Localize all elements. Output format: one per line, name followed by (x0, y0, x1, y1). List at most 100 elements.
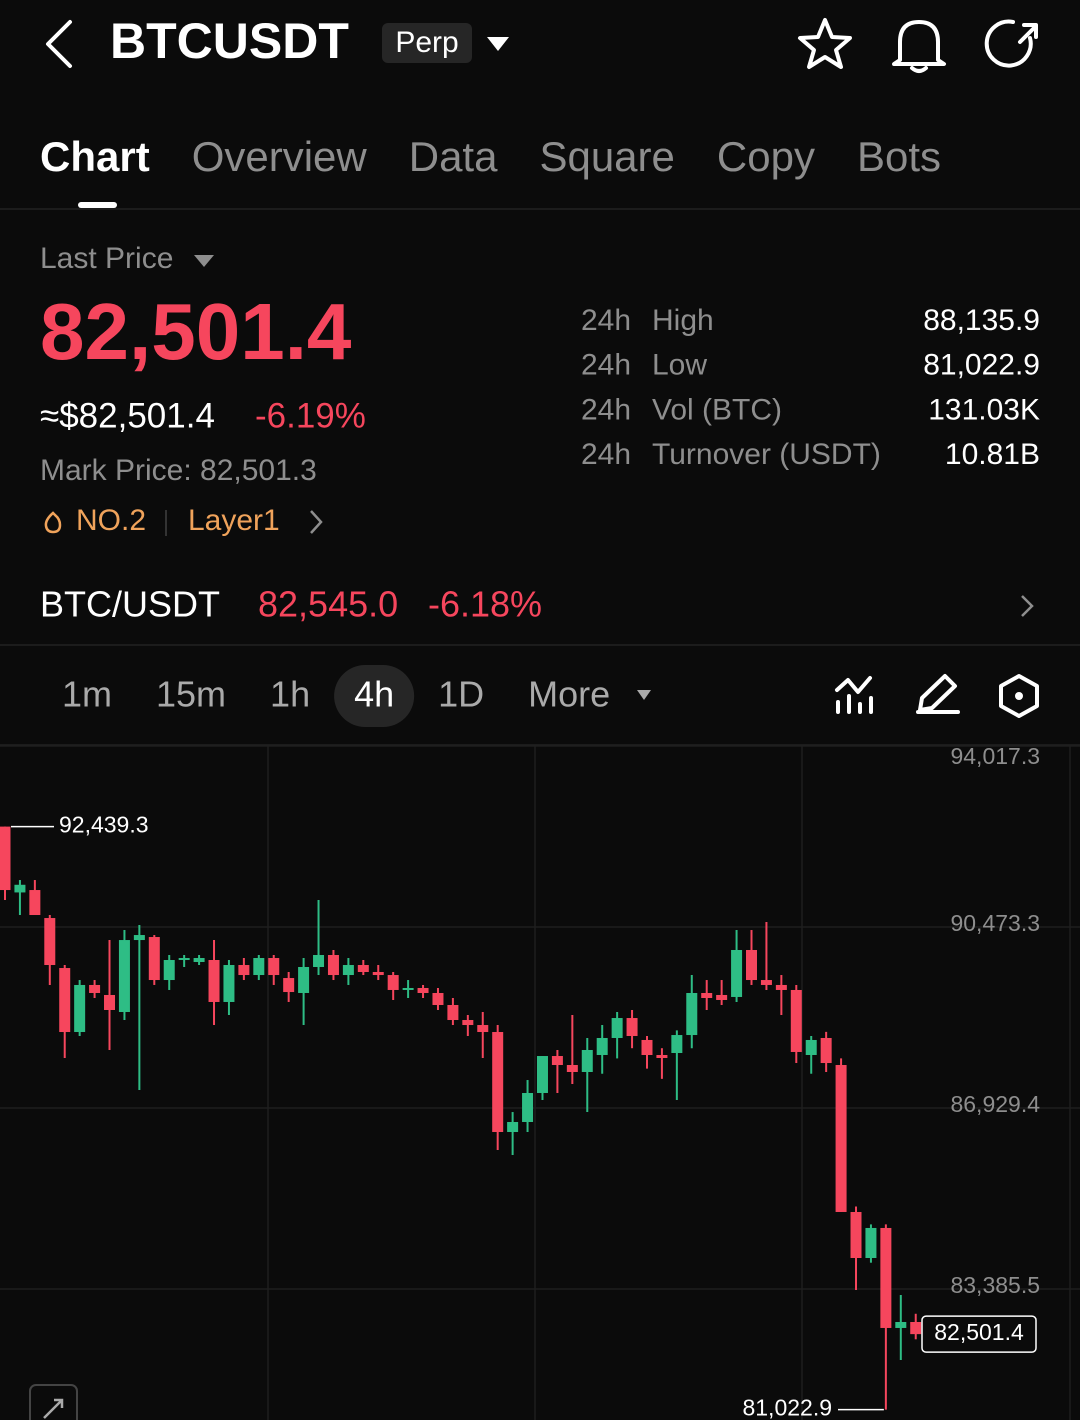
candle-body (551, 1056, 563, 1066)
candle-body (253, 958, 265, 976)
candle-body (731, 949, 743, 997)
candle-body (342, 965, 354, 976)
tag[interactable]: Layer1 (188, 504, 280, 537)
candle-body (327, 954, 339, 976)
candle-body (313, 954, 325, 967)
stat-value: 88,135.9 (923, 304, 1040, 337)
more-dropdown[interactable] (637, 690, 651, 700)
tabs: Chart Overview Data Square Copy Bots (40, 133, 941, 180)
interval-label[interactable]: 15m (156, 674, 226, 715)
spot-chevron[interactable] (1021, 595, 1034, 617)
rank[interactable]: NO.2 (76, 504, 146, 537)
candle-body (208, 960, 220, 1002)
interval[interactable]: 1m (62, 674, 112, 715)
candle-body (238, 965, 250, 976)
candle-body (850, 1211, 862, 1259)
last-price-label[interactable]: Last Price (40, 242, 173, 275)
y-tick-label: 90,473.3 (950, 910, 1040, 936)
candle-body (536, 1056, 548, 1093)
draw-icon[interactable] (916, 674, 960, 714)
spot-price: 82,545.0 (258, 584, 398, 625)
candle-body (118, 940, 130, 1012)
stats: 24h High 88,135.9 24h Low 81,022.9 24h Vol (BTC… (581, 304, 1040, 471)
favorite-icon[interactable] (798, 18, 852, 69)
stat-label: Turnover (USDT) (652, 438, 881, 471)
rank-icon (44, 511, 62, 534)
candle-body (223, 965, 235, 1002)
stat-period: 24h (581, 438, 631, 471)
tab[interactable]: Overview (192, 133, 368, 180)
candle-body (477, 1025, 489, 1033)
spot-pair[interactable]: BTC/USDT (40, 584, 220, 625)
candle-body (447, 1004, 459, 1021)
interval-label[interactable]: 1m (62, 674, 112, 715)
last-price-dropdown[interactable] (194, 255, 214, 267)
y-tick-label: 94,017.3 (950, 743, 1040, 769)
fullscreen-button[interactable] (29, 1384, 78, 1420)
candle-body (805, 1039, 817, 1055)
badge[interactable]: Perp (395, 26, 458, 59)
candle-body (641, 1039, 653, 1055)
settings-dot (1015, 692, 1023, 700)
interval[interactable]: More (528, 674, 610, 715)
candle-body (14, 884, 26, 893)
interval-label[interactable]: 1h (270, 674, 310, 715)
interval-label[interactable]: 4h (354, 674, 394, 715)
intervals: 1m 15m 1h 4h 1D More (62, 665, 610, 727)
stat-period: 24h (581, 304, 631, 337)
candle-body (178, 958, 190, 961)
candle-body (432, 992, 444, 1005)
y-tick-label: 86,929.4 (950, 1091, 1040, 1117)
candle-body (283, 978, 295, 993)
high-marker-label: 92,439.3 (59, 812, 149, 838)
y-tick-label: 83,385.5 (950, 1272, 1040, 1298)
interval[interactable]: 1h (270, 674, 310, 715)
interval[interactable]: 1D (438, 674, 484, 715)
interval[interactable]: 15m (156, 674, 226, 715)
back-button[interactable] (46, 20, 72, 68)
indicator-icon[interactable] (835, 676, 873, 714)
candle-body (193, 958, 205, 962)
share-icon[interactable] (984, 19, 1038, 68)
tab[interactable]: Data (409, 133, 498, 180)
candle-body (163, 960, 175, 981)
candle-body (626, 1018, 638, 1036)
candle-body (298, 966, 310, 993)
low-marker-label: 81,022.9 (742, 1395, 832, 1420)
candle-body (357, 965, 369, 973)
candle-body (507, 1122, 519, 1133)
fullscreen-icon (43, 1398, 64, 1419)
candle-body (89, 984, 101, 993)
candle-body (0, 826, 11, 891)
tab[interactable]: Chart (40, 133, 150, 180)
candle-body (402, 987, 414, 990)
tab[interactable]: Square (539, 133, 674, 180)
candle-body (820, 1037, 832, 1064)
candle-body (910, 1321, 922, 1335)
settings-icon[interactable] (999, 674, 1039, 718)
alert-icon[interactable] (892, 20, 946, 73)
interval-label[interactable]: More (528, 674, 610, 715)
candle-body (895, 1321, 907, 1328)
candle-body (865, 1227, 877, 1259)
usd-price: ≈$82,501.4 (40, 396, 215, 435)
tab[interactable]: Copy (717, 133, 815, 180)
stat-value: 131.03K (928, 393, 1040, 426)
stat-label: Vol (BTC) (652, 393, 782, 426)
interval-label[interactable]: 1D (438, 674, 484, 715)
candle-body (566, 1065, 578, 1073)
candle-body (760, 980, 772, 985)
change: -6.19% (255, 396, 366, 435)
candle-body (44, 918, 56, 966)
candlestick-chart: 94,017.3 90,473.3 86,929.4 83,385.5 92,439.3… (0, 743, 1080, 1420)
last-price-label: 82,501.4 (934, 1319, 1024, 1345)
candle-body (790, 989, 802, 1052)
candle-body (133, 935, 145, 941)
candle-body (596, 1037, 608, 1055)
tab[interactable]: Bots (857, 133, 941, 180)
interval[interactable]: 4h (334, 665, 415, 727)
symbol-dropdown[interactable] (487, 37, 509, 51)
tag-chevron (310, 510, 323, 534)
